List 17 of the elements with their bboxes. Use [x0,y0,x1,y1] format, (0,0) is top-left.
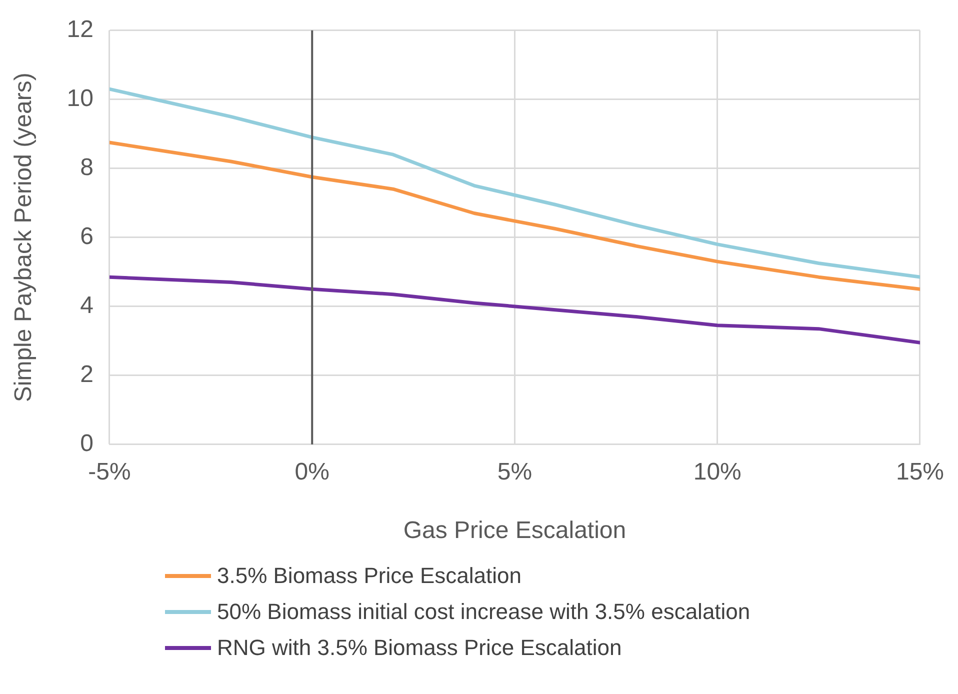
y-tick-label: 12 [66,16,94,44]
y-tick-label: 8 [80,154,94,182]
legend-label: RNG with 3.5% Biomass Price Escalation [217,635,622,661]
y-tick-label: 6 [80,223,94,250]
y-tick-label: 2 [80,361,94,388]
x-tick-label: 15% [896,458,944,486]
y-tick-label: 0 [80,430,94,458]
x-tick-label: 10% [693,458,742,486]
legend-label: 3.5% Biomass Price Escalation [217,563,522,589]
y-axis-title: Simple Payback Period (years) [10,72,38,402]
legend-label: 50% Biomass initial cost increase with 3.5% escalation [217,599,750,625]
x-tick-label: -5% [88,458,131,486]
x-tick-label: 0% [294,458,330,486]
x-axis-title: Gas Price Escalation [403,517,626,544]
y-tick-label: 10 [66,85,94,112]
y-tick-label: 4 [80,292,94,320]
x-tick-label: 5% [497,458,532,486]
